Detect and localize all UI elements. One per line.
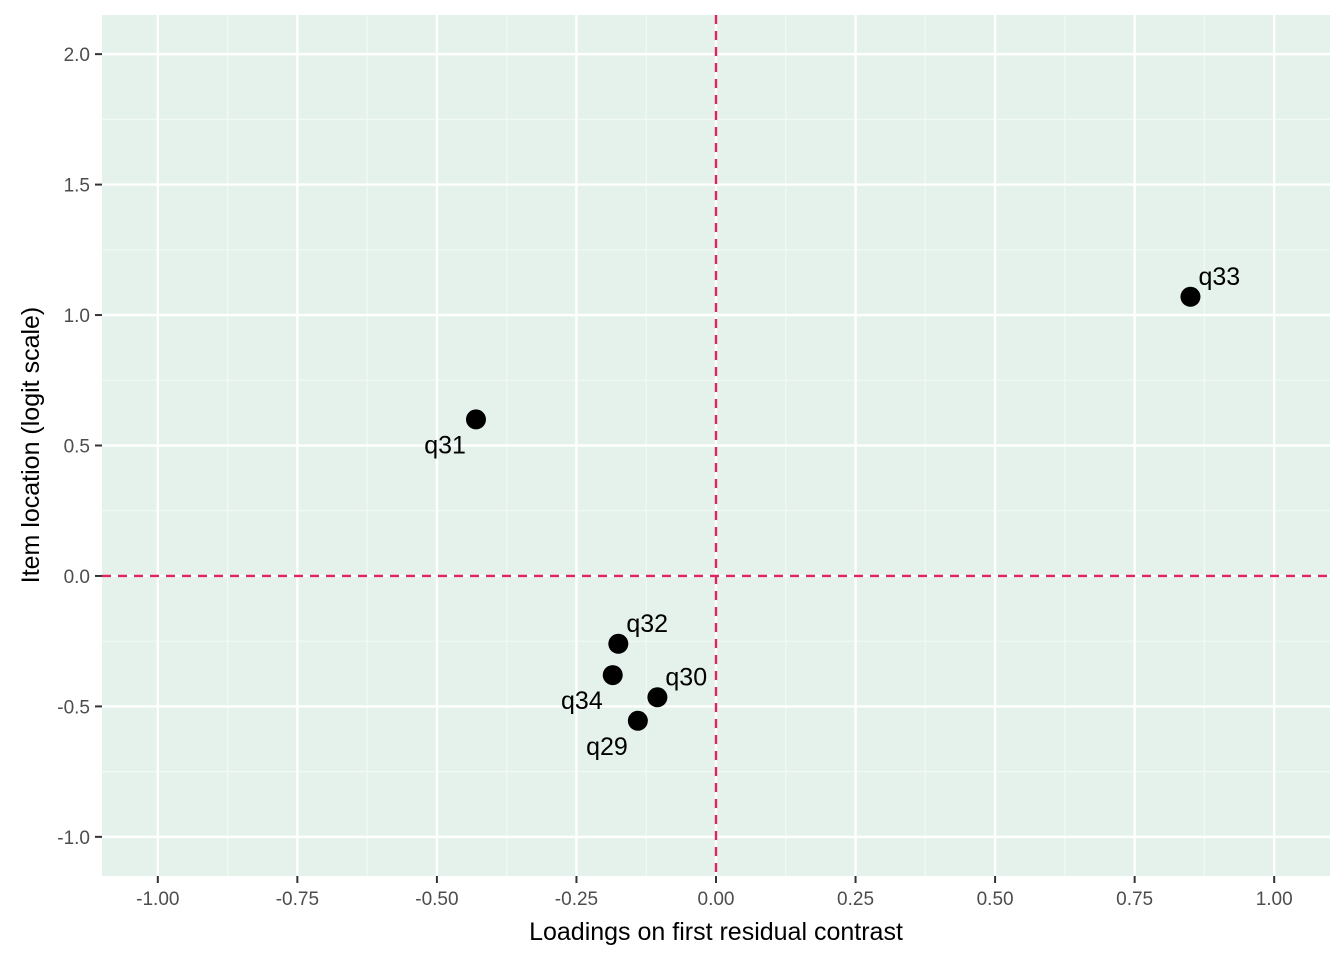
x-tick-label: 0.00 [698, 889, 735, 910]
y-axis-title: Item location (logit scale) [17, 307, 45, 584]
major-gridlines [102, 15, 1330, 876]
reference-lines [102, 15, 1330, 876]
point-label-q32: q32 [626, 610, 668, 638]
x-tick-label: -0.75 [276, 889, 319, 910]
data-point-q32 [608, 633, 629, 654]
y-tick-label: 2.0 [64, 45, 90, 66]
y-tick-label: -0.5 [57, 697, 90, 718]
point-label-q30: q30 [665, 663, 707, 691]
point-label-q31: q31 [424, 431, 466, 459]
point-label-q34: q34 [561, 687, 603, 715]
y-tick-label: 1.0 [64, 306, 90, 327]
point-labels: q33 q31 q32 q34 q30 q29 [424, 263, 1240, 761]
point-label-q33: q33 [1198, 263, 1240, 291]
data-point-q33 [1180, 286, 1201, 307]
data-points [465, 286, 1201, 731]
y-tick-label: 0.0 [64, 567, 90, 588]
y-tick-label: -1.0 [57, 828, 90, 849]
x-axis-title: Loadings on first residual contrast [529, 918, 903, 946]
y-axis: -1.0 -0.5 0.0 0.5 1.0 1.5 2.0 [57, 45, 102, 849]
x-tick-label: -0.50 [415, 889, 458, 910]
x-tick-label: -1.00 [136, 889, 179, 910]
y-tick-label: 1.5 [64, 176, 90, 197]
x-tick-label: 1.00 [1256, 889, 1293, 910]
point-label-q29: q29 [586, 733, 628, 761]
x-tick-label: -0.25 [555, 889, 598, 910]
data-point-q34 [602, 665, 623, 686]
x-axis: -1.00 -0.75 -0.50 -0.25 0.00 0.25 0.50 0.75 1.00 [136, 876, 1293, 910]
x-tick-label: 0.75 [1116, 889, 1153, 910]
x-tick-label: 0.25 [837, 889, 874, 910]
x-tick-label: 0.50 [977, 889, 1014, 910]
data-point-q30 [647, 687, 668, 708]
y-tick-label: 0.5 [64, 437, 90, 458]
data-point-q29 [627, 710, 648, 731]
data-point-q31 [465, 409, 486, 430]
